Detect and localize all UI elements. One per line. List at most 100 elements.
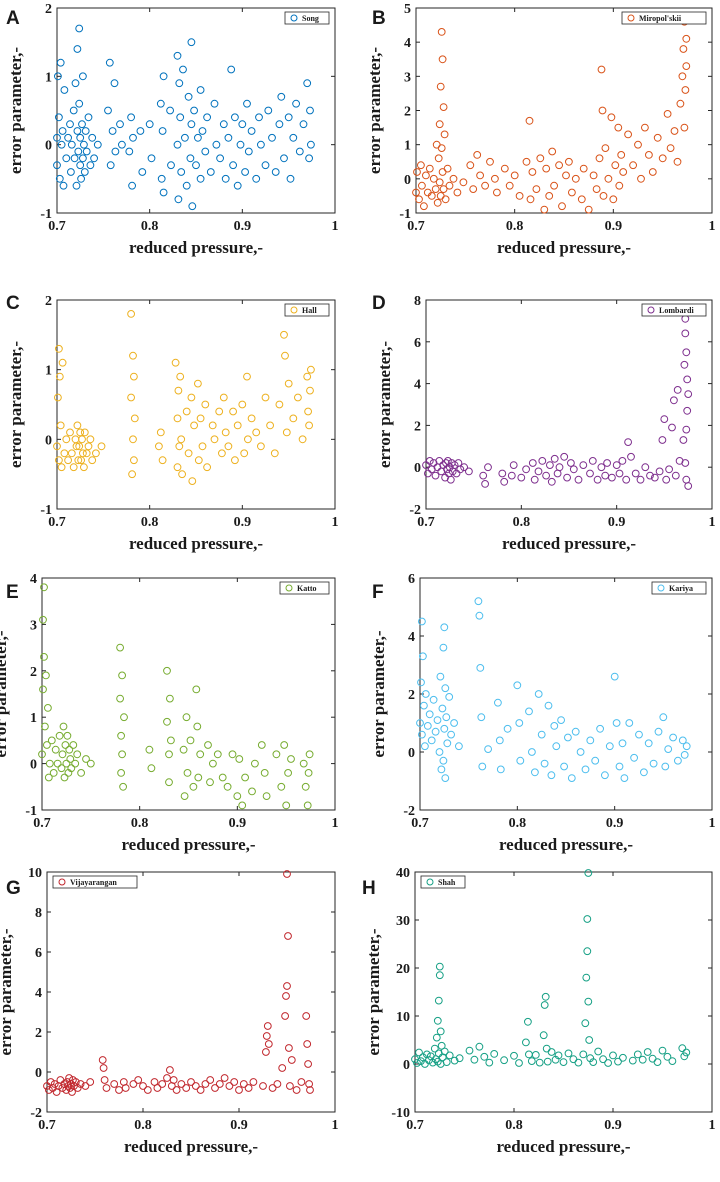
data-point bbox=[421, 690, 430, 698]
data-point bbox=[67, 140, 76, 149]
data-point bbox=[684, 390, 693, 399]
data-point bbox=[80, 428, 89, 437]
data-point bbox=[586, 736, 595, 745]
data-point bbox=[682, 348, 691, 357]
panel-letter: B bbox=[372, 8, 386, 29]
data-point bbox=[303, 1040, 312, 1048]
data-point bbox=[178, 470, 187, 479]
data-point bbox=[191, 1082, 200, 1090]
data-point bbox=[105, 58, 114, 67]
data-point bbox=[306, 386, 314, 395]
data-point bbox=[679, 436, 688, 444]
data-point bbox=[223, 782, 232, 791]
data-point bbox=[574, 475, 583, 484]
data-series bbox=[53, 310, 315, 486]
data-point bbox=[77, 456, 85, 465]
data-point bbox=[434, 154, 443, 163]
data-point bbox=[681, 86, 690, 94]
data-point bbox=[266, 421, 275, 430]
data-point bbox=[283, 870, 291, 878]
x-tick-label: 0.8 bbox=[141, 515, 159, 530]
data-point bbox=[282, 801, 291, 810]
data-series bbox=[43, 870, 314, 1096]
data-point bbox=[528, 168, 537, 176]
data-point bbox=[76, 133, 85, 142]
data-point bbox=[79, 449, 87, 458]
y-tick-label: 10 bbox=[28, 866, 42, 881]
data-point bbox=[118, 750, 126, 759]
data-point bbox=[249, 1078, 258, 1086]
y-tick-label: 30 bbox=[396, 914, 410, 929]
x-tick-label: 0.8 bbox=[513, 515, 531, 530]
data-point bbox=[567, 459, 575, 467]
data-point bbox=[517, 473, 526, 482]
data-point bbox=[57, 463, 66, 472]
data-point bbox=[571, 727, 580, 736]
data-point bbox=[212, 140, 221, 149]
data-point bbox=[576, 748, 585, 756]
data-series bbox=[416, 597, 691, 782]
x-tick-label: 0.8 bbox=[131, 816, 149, 831]
data-point bbox=[596, 724, 604, 733]
x-tick-label: 0.7 bbox=[48, 515, 66, 530]
data-point bbox=[429, 174, 438, 183]
data-point bbox=[306, 106, 314, 115]
data-point bbox=[190, 421, 199, 430]
data-point bbox=[640, 768, 648, 777]
data-point bbox=[564, 733, 572, 742]
data-point bbox=[82, 147, 91, 156]
data-point bbox=[230, 1078, 239, 1086]
data-point bbox=[455, 742, 463, 751]
data-point bbox=[601, 144, 610, 153]
data-point bbox=[173, 51, 182, 60]
data-point bbox=[439, 185, 448, 194]
data-point bbox=[579, 164, 588, 173]
data-point bbox=[282, 428, 291, 437]
data-point bbox=[648, 168, 657, 176]
data-point bbox=[62, 435, 71, 444]
x-axis-label: reduced pressure,- bbox=[496, 1137, 630, 1156]
data-point bbox=[595, 154, 604, 163]
data-point bbox=[515, 192, 524, 200]
data-point bbox=[680, 360, 689, 369]
data-point bbox=[601, 771, 609, 780]
data-point bbox=[435, 178, 444, 187]
data-point bbox=[415, 195, 423, 204]
data-point bbox=[61, 741, 70, 749]
plot-area bbox=[419, 577, 713, 811]
data-point bbox=[302, 1012, 311, 1020]
data-point bbox=[635, 730, 643, 739]
data-point bbox=[307, 140, 315, 149]
data-point bbox=[643, 1048, 652, 1056]
data-point bbox=[281, 351, 289, 360]
data-point bbox=[281, 1012, 290, 1020]
panel-letter: A bbox=[6, 8, 20, 29]
x-tick-label: 1 bbox=[332, 1118, 339, 1133]
y-tick-label: 6 bbox=[35, 946, 42, 961]
data-point bbox=[116, 120, 124, 129]
data-point bbox=[627, 452, 635, 461]
legend: Kariya bbox=[651, 581, 707, 595]
data-point bbox=[431, 471, 440, 480]
data-point bbox=[538, 457, 547, 465]
data-point bbox=[79, 154, 87, 163]
data-point bbox=[682, 34, 691, 43]
data-point bbox=[565, 157, 573, 166]
data-point bbox=[420, 202, 428, 211]
data-point bbox=[243, 99, 251, 108]
x-axis-label: reduced pressure,- bbox=[499, 835, 633, 854]
data-point bbox=[261, 393, 270, 402]
data-point bbox=[638, 1055, 647, 1064]
data-point bbox=[275, 400, 284, 409]
data-point bbox=[252, 428, 261, 437]
data-point bbox=[196, 750, 205, 759]
data-point bbox=[660, 415, 669, 424]
data-point bbox=[179, 745, 188, 754]
data-point bbox=[167, 736, 175, 745]
data-point bbox=[227, 65, 236, 74]
data-point bbox=[455, 1054, 464, 1063]
data-point bbox=[437, 765, 446, 774]
data-point bbox=[612, 461, 621, 470]
x-tick-label: 0.8 bbox=[505, 1118, 523, 1133]
data-point bbox=[145, 745, 154, 754]
